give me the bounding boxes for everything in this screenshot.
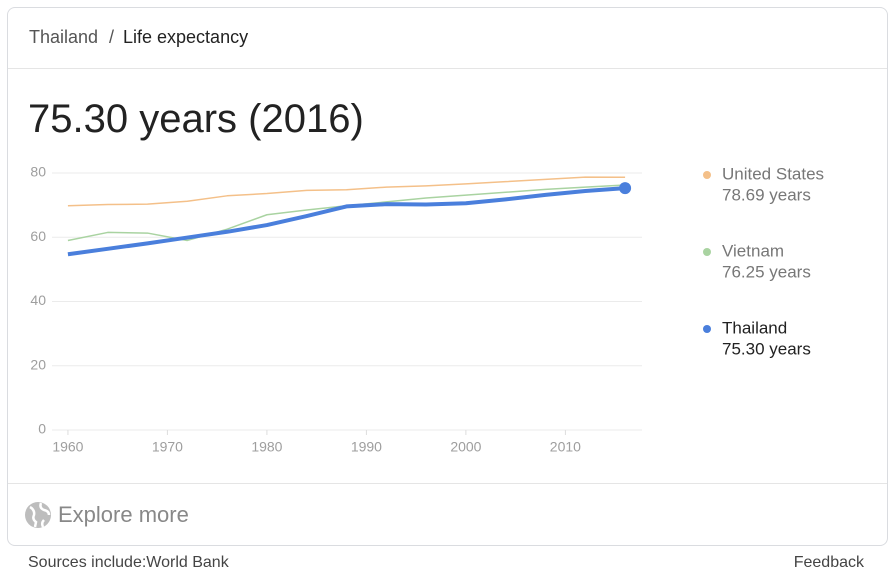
series-line <box>67 186 626 257</box>
x-tick-label: 1980 <box>251 439 282 455</box>
series-line <box>67 176 626 207</box>
globe-icon[interactable] <box>25 502 51 528</box>
divider <box>8 483 887 484</box>
x-tick-label: 2000 <box>450 439 481 455</box>
legend-value: 76.25 years <box>722 262 811 281</box>
y-tick-label: 40 <box>30 292 46 308</box>
x-tick-label: 1990 <box>351 439 382 455</box>
x-tick-label: 1970 <box>152 439 183 455</box>
legend-dot <box>703 171 711 179</box>
breadcrumb-link[interactable]: Thailand <box>29 27 99 47</box>
legend-dot <box>703 325 711 333</box>
divider <box>8 68 887 69</box>
x-tick-label: 2010 <box>550 439 581 455</box>
legend-name: United States <box>722 164 824 183</box>
legend-value: 78.69 years <box>722 185 811 204</box>
y-tick-label: 60 <box>30 228 46 244</box>
legend-name: Vietnam <box>722 241 784 260</box>
breadcrumb-current: Life expectancy <box>123 27 249 47</box>
x-tick-label: 1960 <box>52 439 83 455</box>
legend-name: Thailand <box>722 318 787 337</box>
legend-value: 75.30 years <box>722 339 811 358</box>
end-point <box>619 182 632 195</box>
y-tick-label: 0 <box>38 421 46 437</box>
y-tick-label: 80 <box>30 164 46 180</box>
breadcrumb-separator: / <box>109 27 115 47</box>
feedback[interactable]: Feedback <box>794 554 865 571</box>
y-tick-label: 20 <box>30 356 46 372</box>
legend-dot <box>703 248 711 256</box>
panel <box>7 7 888 546</box>
explore-more[interactable]: Explore more <box>58 502 189 527</box>
sources: Sources include:World Bank <box>28 554 230 571</box>
headline: 75.30 years (2016) <box>28 97 364 141</box>
